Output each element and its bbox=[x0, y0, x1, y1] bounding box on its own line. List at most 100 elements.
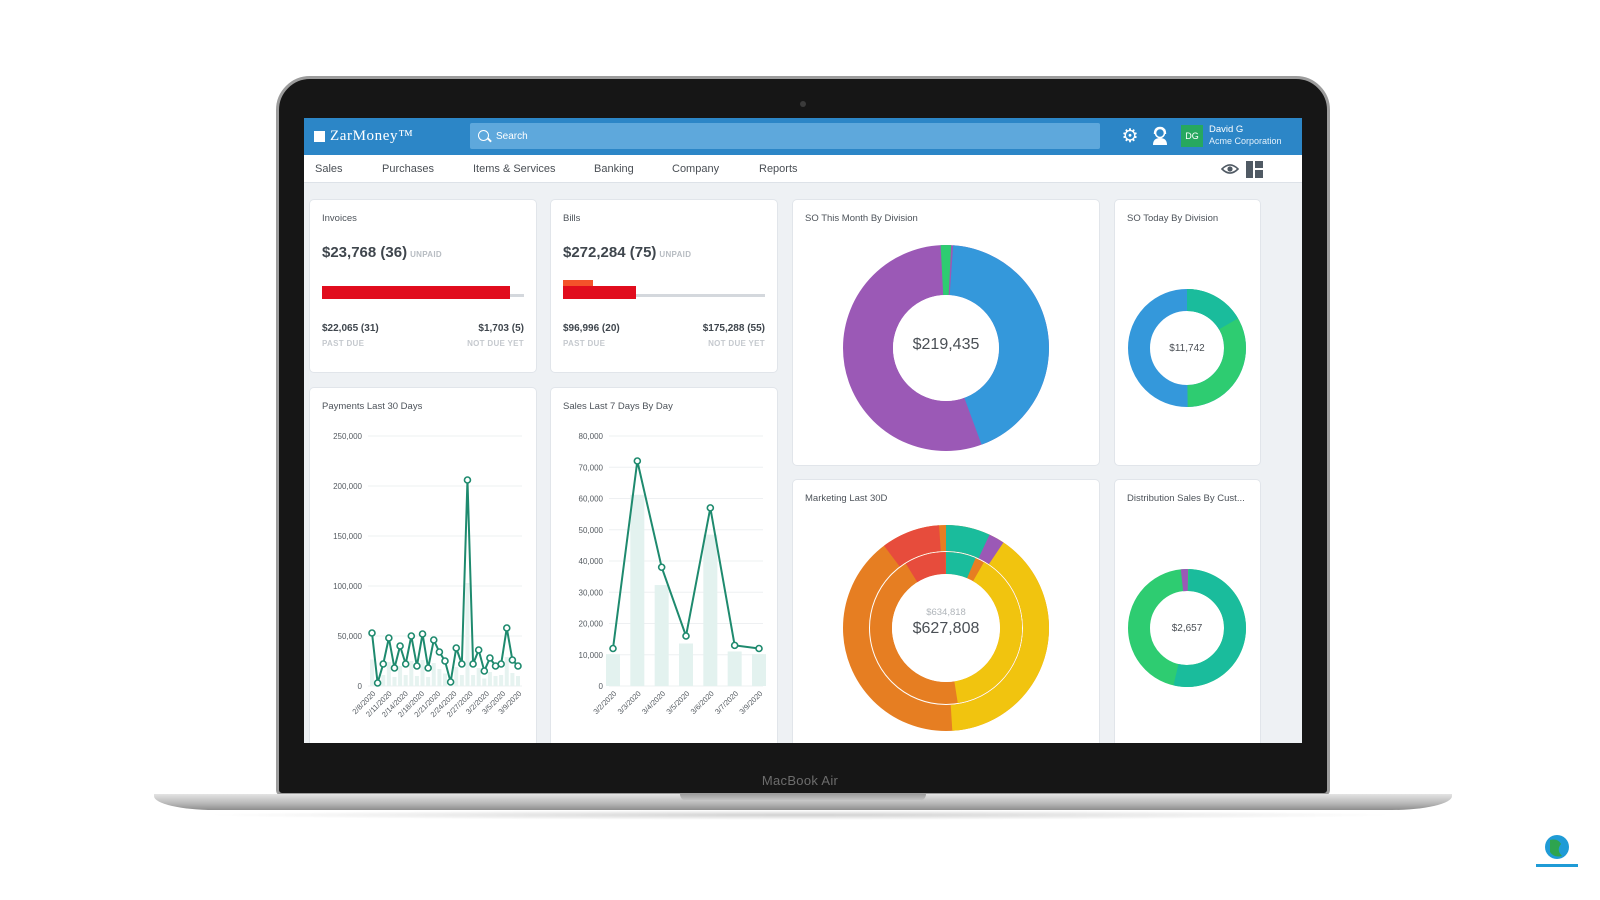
so-today-card[interactable]: SO Today By Division $11,742 bbox=[1115, 200, 1260, 465]
y-tick-label: 250,000 bbox=[333, 432, 362, 441]
so-month-card[interactable]: SO This Month By Division $219,435 bbox=[793, 200, 1099, 465]
invoices-card[interactable]: Invoices $23,768 (36) UNPAID $22,065 (31)… bbox=[310, 200, 536, 372]
x-tick-label: 3/9/2020 bbox=[737, 689, 764, 716]
app-logo[interactable]: ZarMoney™ bbox=[314, 128, 413, 145]
bar-mark bbox=[493, 676, 498, 686]
nav-item-sales[interactable]: Sales bbox=[315, 163, 343, 175]
bar-mark bbox=[381, 675, 386, 686]
search-input[interactable] bbox=[496, 126, 1086, 146]
y-tick-label: 50,000 bbox=[338, 632, 363, 641]
y-tick-label: 30,000 bbox=[579, 588, 604, 597]
top-bar: ZarMoney™ ⚙ DG David G Acme Corporation bbox=[304, 118, 1302, 155]
bar-mark bbox=[386, 662, 391, 686]
bar-mark bbox=[414, 676, 419, 686]
nav-item-items-services[interactable]: Items & Services bbox=[473, 163, 556, 175]
data-point bbox=[435, 648, 444, 656]
data-point bbox=[657, 563, 666, 572]
dashboard-layout-icon[interactable] bbox=[1246, 161, 1263, 178]
camera-dot bbox=[800, 101, 806, 107]
main-nav: Sales Purchases Items & Services Banking… bbox=[304, 155, 1302, 183]
bar-mark bbox=[409, 661, 414, 686]
series-line bbox=[371, 479, 519, 684]
y-tick-label: 40,000 bbox=[579, 557, 604, 566]
bar-mark bbox=[403, 675, 408, 686]
sales-card[interactable]: Sales Last 7 Days By Day 80,000 70,000 60,… bbox=[551, 388, 777, 743]
invoices-amount: $23,768 (36) UNPAID bbox=[322, 244, 442, 261]
data-point bbox=[441, 657, 449, 665]
nav-item-banking[interactable]: Banking bbox=[594, 163, 634, 175]
bills-not-due-label: NOT DUE YET bbox=[708, 339, 765, 348]
x-tick-label: 3/2/2020 bbox=[591, 689, 618, 716]
bills-past-due-bar bbox=[563, 286, 636, 299]
nav-item-reports[interactable]: Reports bbox=[759, 163, 798, 175]
gear-icon[interactable]: ⚙ bbox=[1121, 126, 1139, 147]
bar-mark bbox=[504, 657, 509, 686]
bar-mark bbox=[482, 678, 487, 686]
bills-overdue-segment bbox=[563, 280, 593, 288]
payments-card[interactable]: Payments Last 30 Days 250,000 200,000 150,… bbox=[310, 388, 536, 743]
y-tick-label: 50,000 bbox=[579, 526, 604, 535]
unpaid-label: UNPAID bbox=[659, 250, 692, 259]
bills-card[interactable]: Bills $272,284 (75) UNPAID $96,996 (20) P… bbox=[551, 200, 777, 372]
nav-item-purchases[interactable]: Purchases bbox=[382, 163, 434, 175]
bar-mark bbox=[443, 673, 447, 686]
y-tick-label: 0 bbox=[599, 682, 604, 691]
bar-mark bbox=[370, 659, 374, 686]
data-point bbox=[396, 642, 404, 650]
user-name[interactable]: David G bbox=[1209, 124, 1244, 135]
bar-mark bbox=[654, 585, 669, 686]
data-point bbox=[633, 457, 642, 465]
card-title: SO This Month By Division bbox=[805, 213, 918, 224]
card-title: Bills bbox=[563, 213, 581, 224]
y-tick-label: 200,000 bbox=[333, 482, 362, 491]
bar-mark bbox=[703, 534, 718, 686]
marketing-donut bbox=[843, 524, 1049, 731]
card-title: SO Today By Division bbox=[1127, 213, 1219, 224]
data-point bbox=[379, 660, 388, 668]
y-tick-label: 150,000 bbox=[333, 532, 362, 541]
bar-mark bbox=[454, 667, 459, 686]
data-point bbox=[609, 644, 617, 653]
invoices-past-due-bar bbox=[322, 286, 510, 299]
app-screen: ZarMoney™ ⚙ DG David G Acme Corporation … bbox=[304, 118, 1302, 743]
bar-mark bbox=[727, 651, 742, 686]
data-point bbox=[413, 662, 421, 670]
support-agent-icon[interactable] bbox=[1150, 126, 1170, 146]
so-today-donut bbox=[1128, 289, 1246, 407]
data-point bbox=[706, 504, 715, 512]
laptop-shadow bbox=[200, 810, 1400, 820]
avatar[interactable]: DG bbox=[1181, 125, 1203, 147]
x-tick-label: 3/7/2020 bbox=[713, 689, 740, 716]
data-point bbox=[730, 641, 739, 650]
bar-mark bbox=[752, 654, 766, 686]
distribution-card[interactable]: Distribution Sales By Cust... $2,657 bbox=[1115, 480, 1260, 743]
laptop-base bbox=[154, 794, 1452, 810]
data-point bbox=[458, 660, 466, 668]
logo-square-icon bbox=[314, 131, 325, 142]
marketing-card[interactable]: Marketing Last 30D $634,818 $627,808 bbox=[793, 480, 1099, 743]
bills-not-due-value: $175,288 (55) bbox=[702, 323, 765, 334]
y-tick-label: 60,000 bbox=[579, 495, 604, 504]
eye-icon[interactable] bbox=[1221, 163, 1239, 175]
so-month-donut bbox=[843, 244, 1049, 451]
nav-item-company[interactable]: Company bbox=[672, 163, 720, 175]
donut-hole bbox=[893, 295, 999, 401]
bar-mark bbox=[606, 654, 620, 686]
y-tick-label: 80,000 bbox=[579, 432, 604, 441]
x-tick-label: 3/5/2020 bbox=[664, 689, 691, 716]
so-today-total: $11,742 bbox=[1169, 343, 1205, 354]
search-bar[interactable] bbox=[470, 123, 1100, 149]
bar-mark bbox=[471, 675, 476, 686]
bar-mark bbox=[499, 675, 504, 686]
bar-mark bbox=[630, 494, 645, 686]
data-point bbox=[446, 678, 455, 686]
payments-line-chart: 250,000200,000150,000100,00050,00002/8/2… bbox=[333, 432, 523, 719]
logo-text: ZarMoney™ bbox=[330, 128, 414, 144]
bar-mark bbox=[431, 663, 436, 686]
y-tick-label: 10,000 bbox=[579, 651, 604, 660]
invoices-past-due-value: $22,065 (31) bbox=[322, 323, 379, 334]
data-point bbox=[418, 630, 427, 638]
bar-mark bbox=[426, 677, 431, 686]
data-point bbox=[373, 679, 382, 687]
